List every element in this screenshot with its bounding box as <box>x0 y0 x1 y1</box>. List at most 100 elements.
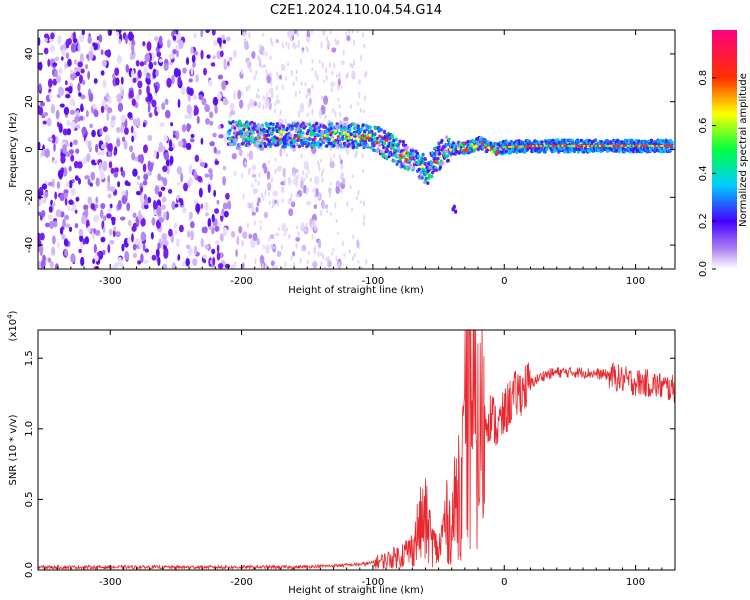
heatmap-cell <box>92 103 97 109</box>
heatmap-cell <box>424 176 428 181</box>
heatmap-cell <box>286 227 289 232</box>
heatmap-cell <box>109 186 116 192</box>
heatmap-cell <box>323 125 327 129</box>
heatmap-cell <box>132 118 138 127</box>
heatmap-cell <box>290 35 293 42</box>
heatmap-cell <box>219 233 224 243</box>
heatmap-cell <box>312 261 318 269</box>
heatmap-cell <box>386 149 390 153</box>
heatmap-cell <box>216 92 222 101</box>
snr-x-ticks: -300 -200 -100 0 100 <box>44 330 676 588</box>
heatmap-cell <box>39 249 43 257</box>
heatmap-cell <box>132 252 138 259</box>
heatmap-cell <box>209 120 214 126</box>
heatmap-cell <box>304 228 307 232</box>
heatmap-cell <box>650 138 654 143</box>
heatmap-cell <box>311 67 314 72</box>
heatmap-cell <box>545 147 549 152</box>
heatmap-cell <box>316 140 320 144</box>
heatmap-cell <box>76 124 81 130</box>
heatmap-cell <box>646 149 650 154</box>
heatmap-cell <box>74 175 79 181</box>
heatmap-cell <box>333 153 336 159</box>
heatmap-cell <box>362 169 365 174</box>
heatmap-cell <box>543 150 547 154</box>
heatmap-cell <box>272 190 278 197</box>
heatmap-cell <box>87 35 92 44</box>
heatmap-cell <box>359 108 362 113</box>
heatmap-cell <box>131 47 135 56</box>
heatmap-cell <box>54 191 58 200</box>
heatmap-cell <box>195 74 199 83</box>
heatmap-cell <box>89 182 93 187</box>
heatmap-cell <box>200 137 204 145</box>
heatmap-cell <box>71 179 75 184</box>
heatmap-cell <box>247 103 250 111</box>
heatmap-cell <box>80 256 85 267</box>
heatmap-cell <box>412 166 416 170</box>
heatmap-cell <box>188 88 193 96</box>
heatmap-cell <box>348 128 352 132</box>
heatmap-cell <box>612 144 616 148</box>
heatmap-cell <box>592 144 596 148</box>
heatmap-cell <box>231 119 235 124</box>
heatmap-cell <box>316 133 320 138</box>
heatmap-cell <box>158 217 164 223</box>
heatmap-cell <box>233 90 236 101</box>
heatmap-cell <box>86 153 91 163</box>
heatmap-cell <box>56 121 60 128</box>
heatmap-cell <box>313 137 317 141</box>
heatmap-cell <box>193 32 197 39</box>
heatmap-cell <box>348 249 351 254</box>
heatmap-cell <box>248 65 251 70</box>
heatmap-cell <box>157 44 161 49</box>
heatmap-cell <box>56 242 60 248</box>
heatmap-cell <box>340 127 344 132</box>
heatmap-cell <box>120 76 124 85</box>
heatmap-cell <box>638 144 641 148</box>
colorbar-ticks: 0.0 0.2 0.4 0.6 0.8 <box>698 70 716 277</box>
heatmap-cell <box>343 122 347 127</box>
heatmap-cell <box>362 200 365 207</box>
heatmap-cell <box>337 261 340 268</box>
heatmap-cell <box>93 243 97 254</box>
heatmap-cell <box>353 59 356 67</box>
heatmap-cell <box>142 163 147 173</box>
heatmap-cell <box>128 90 134 99</box>
heatmap-cell <box>479 137 484 142</box>
heatmap-cell <box>72 31 76 39</box>
heatmap-cell <box>74 209 78 214</box>
heatmap-cell <box>207 217 212 228</box>
heatmap-cell <box>304 122 309 126</box>
heatmap-cell <box>95 143 99 153</box>
heatmap-cell <box>70 253 76 264</box>
heatmap-cell <box>295 181 298 188</box>
heatmap-cell <box>565 144 569 148</box>
heatmap-cell <box>345 73 348 79</box>
heatmap-cell <box>351 72 354 79</box>
heatmap-cell <box>38 83 42 92</box>
heatmap-cell <box>125 189 129 199</box>
heatmap-cell <box>226 61 230 67</box>
heatmap-cell <box>38 260 42 269</box>
heatmap-cell <box>310 223 313 230</box>
heatmap-cell <box>311 58 314 64</box>
heatmap-cell <box>276 250 282 258</box>
heatmap-cell <box>555 144 559 148</box>
heatmap-cell <box>270 243 273 250</box>
heatmap-cell <box>195 203 201 213</box>
heatmap-cell <box>495 151 499 155</box>
heatmap-cell <box>335 219 338 224</box>
heatmap-cell <box>259 141 264 145</box>
heatmap-cell <box>181 261 186 267</box>
heatmap-cell <box>89 123 93 128</box>
heatmap-cell <box>51 134 56 144</box>
colorbar-tick-label: 0.2 <box>698 213 709 229</box>
heatmap-cell <box>569 144 572 148</box>
heatmap-cell <box>307 250 310 256</box>
heatmap-cell <box>55 109 60 120</box>
heatmap-cell <box>164 98 169 106</box>
heatmap-cell <box>93 78 98 84</box>
heatmap-cell <box>232 49 237 58</box>
heatmap-cell <box>238 121 242 125</box>
